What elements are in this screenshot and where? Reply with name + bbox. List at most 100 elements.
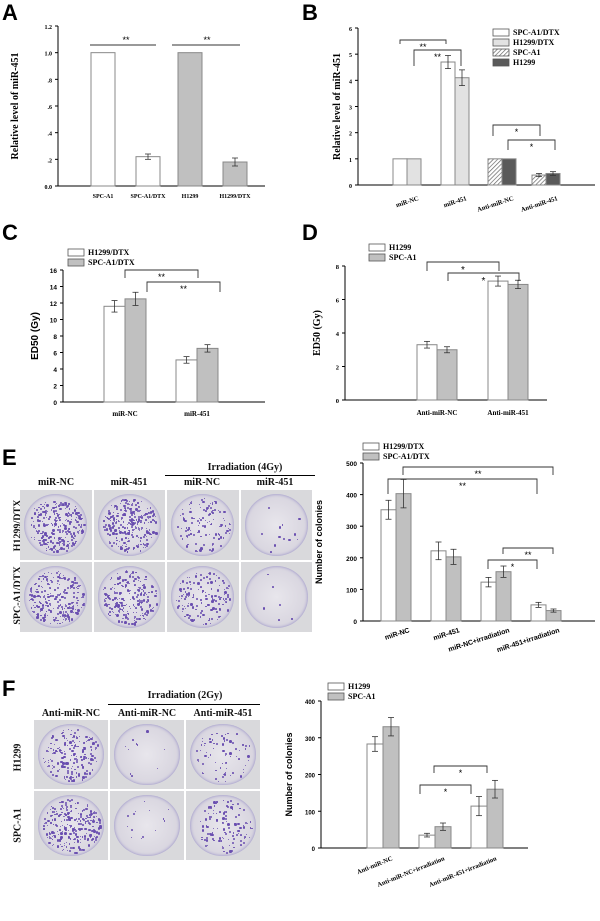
x-tick-label: SPC-A1 bbox=[93, 194, 114, 200]
photo-e-col-label: miR-NC bbox=[37, 477, 75, 488]
petri-dish-photo bbox=[186, 720, 260, 789]
bar bbox=[392, 158, 408, 186]
photo-f-col-label: Anti-miR-451 bbox=[193, 708, 253, 719]
significance-label: * bbox=[530, 142, 534, 152]
panel-letter-f: F bbox=[2, 676, 16, 701]
bar bbox=[480, 581, 497, 622]
y-tick-label: 16 bbox=[50, 268, 58, 275]
y-tick-label: 300 bbox=[346, 524, 357, 531]
bar bbox=[124, 298, 147, 403]
bar bbox=[436, 349, 458, 401]
svg-text:**: ** bbox=[203, 35, 211, 45]
y-tick-label: 6 bbox=[349, 27, 352, 33]
x-tick-label: miR-451 bbox=[184, 410, 210, 418]
legend-swatch bbox=[368, 243, 386, 252]
chart-a-mir451-level: 0.0 .2 .4 .6 .8 1.0 1.2 Relative level of miR-4… bbox=[10, 25, 265, 200]
legend-swatch bbox=[492, 48, 510, 57]
bar bbox=[501, 158, 517, 186]
x-tick-label: SPC-A1/DTX bbox=[130, 194, 166, 200]
bar bbox=[445, 556, 462, 622]
x-tick-label: miR-451 bbox=[443, 195, 468, 209]
y-tick-label: 1 bbox=[349, 158, 352, 164]
y-tick-label: 4 bbox=[336, 331, 340, 338]
y-tick-label: 8 bbox=[336, 264, 340, 271]
legend-label: H1299/DTX bbox=[513, 38, 555, 47]
y-tick-label: 0.0 bbox=[45, 185, 53, 191]
panel-letter-c: C bbox=[2, 220, 18, 245]
petri-dish bbox=[114, 795, 180, 856]
y-tick-label: 1.0 bbox=[45, 52, 53, 58]
y-tick-label: 400 bbox=[305, 700, 316, 706]
y-tick-label: 6 bbox=[53, 351, 57, 358]
y-tick-label: 8 bbox=[53, 334, 57, 341]
significance-label: * bbox=[515, 127, 519, 137]
bar bbox=[177, 52, 203, 187]
petri-dish bbox=[114, 724, 180, 785]
y-axis-label: ED50 (Gy) bbox=[30, 312, 41, 360]
panel-letter-b: B bbox=[302, 0, 318, 25]
bar bbox=[380, 509, 397, 622]
legend-label: H1299 bbox=[348, 682, 370, 691]
x-tick-label: Anti-miR-NC bbox=[356, 855, 394, 876]
legend-label: SPC-A1/DTX bbox=[88, 258, 135, 267]
y-tick-label: 0 bbox=[336, 398, 339, 405]
bar bbox=[454, 77, 470, 186]
y-axis-label: Number of colonies bbox=[314, 500, 324, 584]
legend-swatch bbox=[67, 248, 85, 257]
bar bbox=[430, 550, 447, 622]
petri-dish-photo bbox=[20, 490, 92, 560]
photo-f-row-label: H1299 bbox=[12, 743, 24, 772]
petri-dish-photo bbox=[186, 791, 260, 860]
bar bbox=[487, 280, 509, 401]
y-tick-label: 2 bbox=[349, 132, 352, 138]
petri-dish-photo bbox=[93, 490, 165, 560]
panel-letter-d: D bbox=[302, 220, 318, 245]
petri-dish bbox=[190, 724, 256, 785]
legend-swatch bbox=[492, 38, 510, 47]
significance-label: ** bbox=[434, 52, 442, 62]
legend-label: H1299/DTX bbox=[383, 442, 425, 451]
y-tick-label: 200 bbox=[305, 774, 316, 780]
y-tick-label: 100 bbox=[305, 810, 316, 816]
photo-e-group-line bbox=[165, 475, 315, 476]
petri-dish-photo bbox=[110, 720, 184, 789]
bar bbox=[395, 493, 412, 622]
petri-dish bbox=[38, 724, 104, 785]
y-tick-label: .4 bbox=[48, 132, 53, 138]
y-tick-label: 0 bbox=[349, 184, 352, 190]
bar bbox=[487, 158, 503, 186]
petri-dish bbox=[190, 795, 256, 856]
y-tick-label: 4 bbox=[349, 79, 352, 85]
petri-dish bbox=[38, 795, 104, 856]
significance-label: * bbox=[444, 787, 448, 797]
bar bbox=[495, 571, 512, 622]
y-tick-label: 5 bbox=[349, 53, 352, 59]
petri-dish bbox=[244, 494, 308, 556]
photo-e-col-label: miR-NC bbox=[183, 477, 221, 488]
significance-label: * bbox=[511, 562, 515, 572]
y-axis-label: Number of colonies bbox=[284, 732, 294, 816]
significance-label: ** bbox=[180, 284, 188, 294]
petri-dish-photo bbox=[93, 562, 165, 632]
legend-swatch bbox=[362, 442, 380, 451]
petri-dish-photo bbox=[240, 562, 312, 632]
significance-label: ** bbox=[158, 272, 166, 282]
photo-f-col-label: Anti-miR-NC bbox=[41, 708, 101, 719]
y-tick-label: 12 bbox=[50, 301, 58, 308]
y-tick-label: 200 bbox=[346, 556, 357, 563]
legend-swatch bbox=[67, 258, 85, 267]
legend-label: H1299/DTX bbox=[88, 248, 130, 257]
photo-f-grid bbox=[34, 720, 260, 860]
legend-label: H1299 bbox=[513, 58, 535, 67]
chart-c-ed50: 0 2 4 6 8 10 12 14 16 ED50 (Gy) ** ** H1299/DTXSPC-A… bbox=[30, 248, 265, 418]
bar bbox=[507, 283, 529, 401]
bar bbox=[135, 156, 161, 187]
y-tick-label: 500 bbox=[346, 461, 357, 468]
x-tick-label: miR-451 bbox=[433, 627, 461, 642]
y-tick-label: 6 bbox=[336, 298, 340, 305]
bar bbox=[90, 52, 116, 187]
y-tick-label: .2 bbox=[48, 158, 53, 164]
petri-dish bbox=[171, 494, 235, 556]
